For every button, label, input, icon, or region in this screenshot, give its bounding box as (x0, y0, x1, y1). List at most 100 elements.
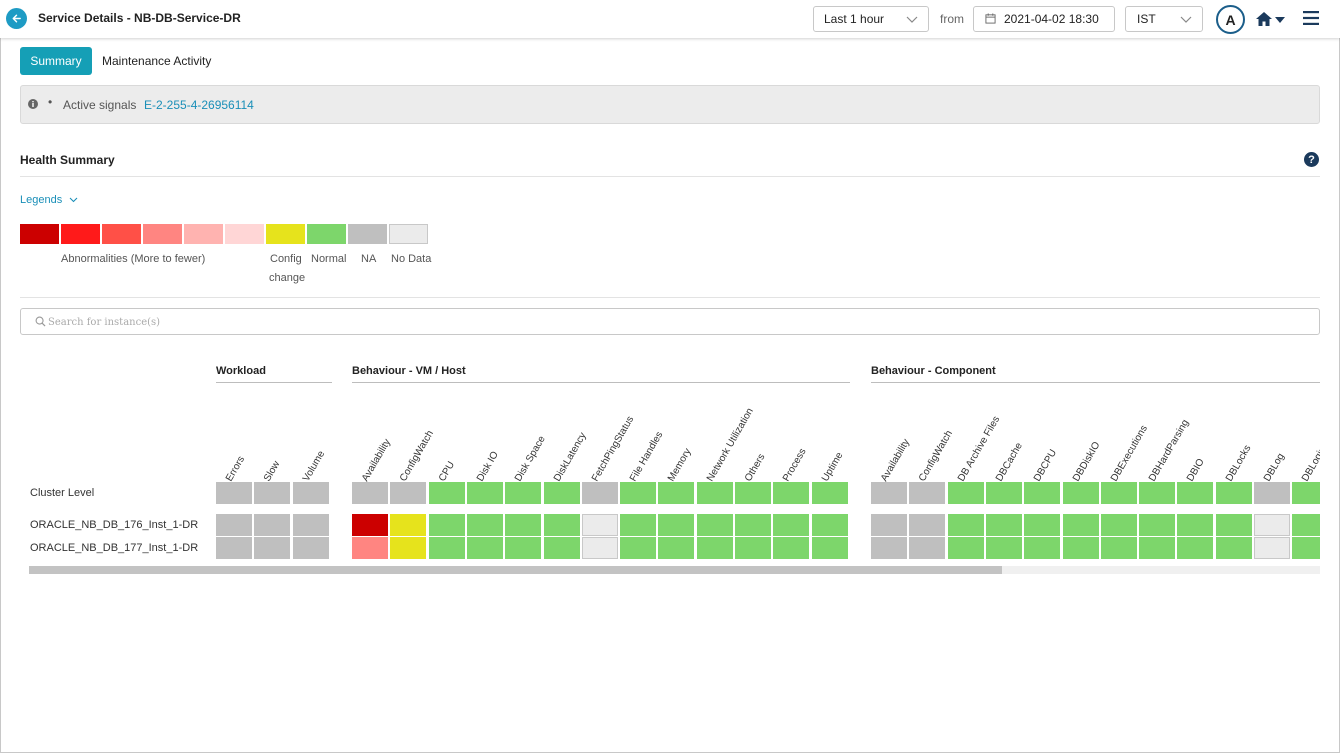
health-cell[interactable] (390, 482, 427, 504)
health-cell[interactable] (1062, 482, 1099, 504)
health-cell[interactable] (1215, 514, 1252, 536)
health-cell[interactable] (1215, 537, 1252, 559)
signal-link[interactable]: E-2-255-4-26956114 (144, 98, 254, 112)
health-cell[interactable] (1139, 514, 1176, 536)
health-cell[interactable] (581, 482, 618, 504)
health-cell[interactable] (352, 537, 388, 559)
health-cell[interactable] (1139, 482, 1176, 504)
health-cell[interactable] (466, 537, 503, 559)
health-cell[interactable] (735, 482, 771, 504)
tab-maintenance-activity[interactable]: Maintenance Activity (102, 54, 212, 68)
health-cell[interactable] (216, 514, 252, 536)
user-avatar[interactable]: A (1216, 5, 1245, 34)
health-cell[interactable] (428, 514, 465, 536)
back-button[interactable] (6, 8, 27, 29)
health-cell[interactable] (811, 514, 848, 536)
health-cell[interactable] (658, 514, 695, 536)
health-cell[interactable] (1292, 482, 1320, 504)
health-cell[interactable] (1292, 514, 1320, 536)
health-cell[interactable] (292, 482, 329, 504)
health-cell[interactable] (505, 537, 542, 559)
health-cell[interactable] (581, 514, 618, 536)
health-cell[interactable] (254, 514, 291, 536)
health-cell[interactable] (811, 537, 848, 559)
health-cell[interactable] (216, 482, 252, 504)
health-cell[interactable] (428, 537, 465, 559)
health-cell[interactable] (352, 482, 388, 504)
health-cell[interactable] (985, 514, 1022, 536)
health-cell[interactable] (1215, 482, 1252, 504)
health-cell[interactable] (696, 537, 733, 559)
horizontal-scrollbar-thumb[interactable] (29, 566, 1002, 574)
health-cell[interactable] (1100, 537, 1137, 559)
health-cell[interactable] (390, 537, 427, 559)
date-picker[interactable]: 2021-04-02 18:30 (973, 6, 1115, 32)
health-cell[interactable] (292, 537, 329, 559)
health-cell[interactable] (735, 514, 771, 536)
health-cell[interactable] (696, 514, 733, 536)
health-cell[interactable] (1062, 514, 1099, 536)
health-cell[interactable] (505, 482, 542, 504)
instance-row-label[interactable]: ORACLE_NB_DB_177_Inst_1-DR (30, 542, 199, 554)
health-cell[interactable] (1292, 537, 1320, 559)
legends-toggle[interactable]: Legends (20, 194, 78, 206)
health-cell[interactable] (871, 482, 907, 504)
health-cell[interactable] (871, 537, 907, 559)
health-cell[interactable] (254, 482, 291, 504)
health-cell[interactable] (620, 537, 657, 559)
health-cell[interactable] (292, 514, 329, 536)
health-cell[interactable] (1062, 537, 1099, 559)
health-cell[interactable] (658, 537, 695, 559)
health-cell[interactable] (871, 514, 907, 536)
health-cell[interactable] (773, 537, 810, 559)
health-cell[interactable] (985, 537, 1022, 559)
health-cell[interactable] (543, 482, 580, 504)
health-cell[interactable] (543, 514, 580, 536)
health-cell[interactable] (1254, 482, 1290, 504)
health-cell[interactable] (947, 537, 984, 559)
health-cell[interactable] (543, 537, 580, 559)
health-cell[interactable] (909, 514, 946, 536)
health-cell[interactable] (1254, 514, 1290, 536)
help-icon[interactable]: ? (1304, 152, 1319, 167)
health-cell[interactable] (947, 514, 984, 536)
health-cell[interactable] (1177, 537, 1214, 559)
hamburger-menu-icon[interactable] (1303, 11, 1319, 25)
health-cell[interactable] (352, 514, 388, 536)
health-cell[interactable] (581, 537, 618, 559)
health-cell[interactable] (466, 482, 503, 504)
health-cell[interactable] (735, 537, 771, 559)
health-cell[interactable] (1024, 514, 1061, 536)
health-cell[interactable] (773, 514, 810, 536)
health-cell[interactable] (1177, 482, 1214, 504)
health-cell[interactable] (811, 482, 848, 504)
health-cell[interactable] (1139, 537, 1176, 559)
health-cell[interactable] (620, 514, 657, 536)
health-cell[interactable] (428, 482, 465, 504)
tab-summary[interactable]: Summary (20, 47, 92, 75)
health-cell[interactable] (216, 537, 252, 559)
health-cell[interactable] (947, 482, 984, 504)
health-cell[interactable] (1100, 482, 1137, 504)
health-cell[interactable] (390, 514, 427, 536)
time-range-select[interactable]: Last 1 hour (813, 6, 929, 32)
health-cell[interactable] (658, 482, 695, 504)
health-cell[interactable] (696, 482, 733, 504)
health-cell[interactable] (505, 514, 542, 536)
instance-search[interactable] (20, 308, 1320, 335)
search-input[interactable] (48, 313, 1248, 331)
health-cell[interactable] (1177, 514, 1214, 536)
health-cell[interactable] (254, 537, 291, 559)
health-cell[interactable] (985, 482, 1022, 504)
timezone-select[interactable]: IST (1125, 6, 1203, 32)
health-cell[interactable] (1100, 514, 1137, 536)
health-cell[interactable] (909, 537, 946, 559)
health-cell[interactable] (773, 482, 810, 504)
health-cell[interactable] (466, 514, 503, 536)
health-cell[interactable] (909, 482, 946, 504)
health-cell[interactable] (1254, 537, 1290, 559)
health-cell[interactable] (1024, 482, 1061, 504)
health-cell[interactable] (1024, 537, 1061, 559)
instance-row-label[interactable]: ORACLE_NB_DB_176_Inst_1-DR (30, 519, 199, 531)
home-menu-button[interactable] (1255, 10, 1287, 30)
